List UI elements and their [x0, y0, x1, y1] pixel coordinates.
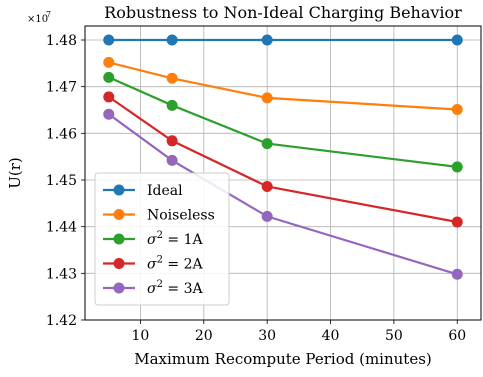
x-tick-label: 30 [258, 328, 276, 344]
y-tick-label: 1.47 [46, 80, 77, 96]
legend-marker [113, 233, 125, 245]
legend-marker [113, 282, 125, 294]
data-point [261, 34, 273, 46]
legend-item: σ2 = 3A [103, 279, 203, 297]
series-2 [103, 71, 463, 173]
data-point [103, 56, 115, 68]
svg-text:7: 7 [46, 10, 51, 19]
data-point [166, 154, 178, 166]
x-tick-label: 10 [132, 328, 150, 344]
legend-box [94, 172, 230, 306]
series-group [103, 34, 463, 280]
svg-text:×10: ×10 [27, 14, 48, 25]
legend-marker [113, 184, 125, 196]
legend-item: Ideal [103, 183, 183, 199]
x-tick-label: 40 [322, 328, 340, 344]
y-tick-label: 1.46 [46, 126, 77, 142]
data-point [451, 161, 463, 173]
series-1 [103, 56, 463, 116]
y-tick-label: 1.42 [46, 313, 77, 329]
chart-title: Robustness to Non-Ideal Charging Behavio… [104, 3, 462, 22]
y-axis-label: U(r) [6, 157, 24, 189]
legend-label: σ2 = 3A [147, 279, 203, 297]
data-point [166, 34, 178, 46]
x-tick-label: 20 [195, 328, 213, 344]
legend-item: Noiseless [103, 208, 215, 224]
y-axis: 1.42 1.43 1.44 1.45 1.46 1.47 1.48 [46, 33, 85, 329]
legend-label: Noiseless [147, 208, 215, 224]
legend-label: σ2 = 1A [147, 230, 203, 248]
data-point [103, 91, 115, 103]
legend-item: σ2 = 1A [103, 230, 203, 248]
data-point [261, 210, 273, 222]
legend-label: Ideal [147, 183, 183, 199]
y-tick-label: 1.44 [46, 220, 77, 236]
legend-item: σ2 = 2A [103, 255, 203, 273]
x-axis-label: Maximum Recompute Period (minutes) [134, 350, 432, 368]
series-line [108, 95, 458, 224]
series-line [108, 76, 458, 168]
data-point [451, 216, 463, 228]
data-point [261, 92, 273, 104]
plot-area-frame [84, 25, 482, 321]
y-offset-label: ×10 7 [27, 10, 51, 25]
data-point [261, 138, 273, 150]
data-point [103, 108, 115, 120]
data-point [451, 104, 463, 116]
legend: Ideal Noiseless σ2 = 1A σ2 = 2A σ2 = 3A [94, 172, 230, 306]
series-0 [103, 34, 463, 46]
data-point [261, 181, 273, 193]
series-line [108, 61, 458, 111]
legend-marker [113, 258, 125, 269]
y-tick-label: 1.48 [46, 33, 77, 49]
series-3 [103, 91, 463, 228]
y-tick-label: 1.43 [46, 266, 77, 282]
legend-label: σ2 = 2A [147, 255, 203, 273]
data-point [451, 268, 463, 280]
data-point [451, 34, 463, 46]
data-point [166, 72, 178, 84]
data-point [166, 99, 178, 111]
data-point [103, 34, 115, 46]
legend-marker [113, 209, 125, 220]
data-point [103, 71, 115, 83]
x-axis: 10 20 30 40 50 60 [132, 320, 466, 344]
data-point [166, 135, 178, 147]
x-tick-label: 60 [448, 328, 466, 344]
x-tick-label: 50 [385, 328, 403, 344]
y-tick-label: 1.45 [46, 173, 77, 189]
